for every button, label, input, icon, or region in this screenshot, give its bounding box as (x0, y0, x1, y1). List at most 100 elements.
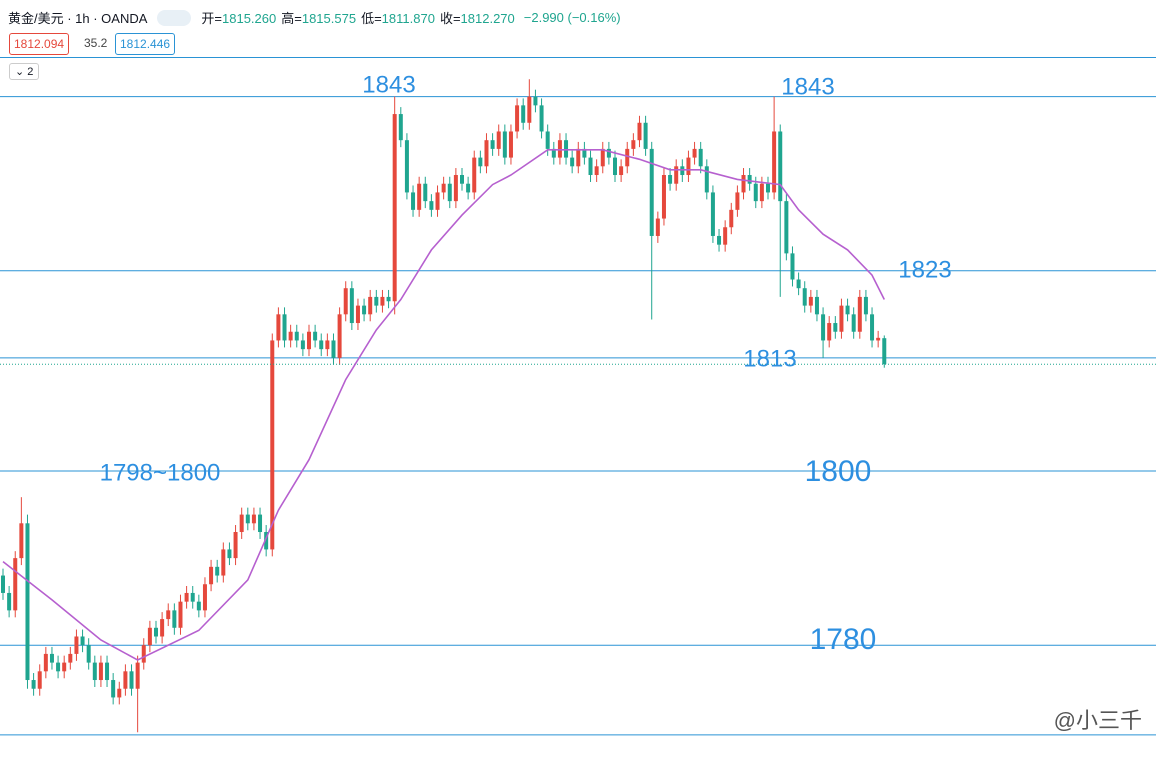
annotation: 1823 (898, 256, 951, 283)
candle-body (802, 288, 807, 306)
candle-body (325, 340, 330, 350)
candle-body (606, 148, 611, 158)
candle-body (508, 131, 513, 158)
candle-body (704, 166, 709, 193)
candle-body (790, 253, 795, 280)
candle-body (166, 610, 171, 620)
candle-body (368, 296, 373, 315)
candle-body (637, 122, 642, 141)
candle-body (98, 662, 103, 681)
candle-body (319, 340, 324, 350)
candle-body (202, 584, 207, 611)
candle-body (692, 148, 697, 158)
candle-body (472, 157, 477, 193)
candle-body (502, 131, 507, 158)
candle-body (631, 140, 636, 149)
candle-body (258, 514, 263, 533)
price-box: 1812.446 (115, 33, 176, 55)
candle-body (307, 331, 311, 350)
indicator-toggle[interactable]: ⌄ 2 (9, 63, 40, 80)
candle-body (435, 192, 440, 210)
candle-body (576, 148, 581, 167)
candle-body (19, 523, 24, 559)
candle-body (643, 122, 648, 149)
candle-body (533, 96, 538, 106)
candle-body (80, 636, 85, 646)
candle-body (845, 305, 850, 315)
candle-body (447, 183, 452, 202)
candle-body (184, 592, 189, 602)
candle-body (331, 340, 336, 358)
candle-body (876, 337, 881, 341)
ohlc-label: 开= (201, 11, 223, 26)
candle-body (25, 523, 30, 681)
candle-body (582, 148, 587, 158)
candle-body (539, 105, 544, 132)
candle-body (521, 105, 526, 123)
moving-average (2, 149, 886, 661)
candle-body (196, 601, 201, 611)
candle-body (490, 140, 495, 149)
candle-body (796, 279, 801, 289)
candle-body (209, 566, 214, 585)
watermark: @小三千 (1053, 708, 1142, 733)
candle-body (288, 331, 293, 341)
candle-body (723, 227, 728, 245)
candle-body (239, 514, 244, 533)
candle-body (251, 514, 256, 524)
ohlc-label: 低= (361, 11, 382, 26)
candle-body (735, 192, 740, 210)
candle-body (92, 662, 97, 681)
candle-body (56, 662, 61, 672)
candle-body (86, 645, 91, 663)
candle-body (478, 157, 483, 167)
candle-body (613, 157, 617, 176)
candle-body (49, 653, 54, 663)
candle-body (686, 157, 691, 176)
candle-body (619, 166, 624, 176)
annotation: 1843 (362, 71, 415, 98)
candle-body (588, 157, 593, 176)
candle-body (710, 192, 715, 236)
candle-body (37, 671, 42, 689)
candle-body (717, 235, 722, 245)
candle-body (135, 662, 140, 689)
candle-body (741, 175, 746, 193)
ohlc-value: 1812.270 (460, 11, 515, 26)
candle-body (300, 340, 305, 350)
candle-body (625, 148, 630, 167)
candle-body (772, 131, 777, 193)
annotation: 1780 (810, 623, 877, 656)
candle-body (417, 183, 422, 210)
candle-body (429, 201, 434, 210)
candle-body (882, 338, 887, 365)
candle-body (766, 183, 770, 193)
candle-body (814, 296, 819, 315)
candle-body (851, 314, 856, 332)
toggle[interactable] (157, 9, 192, 26)
candle-body (117, 688, 122, 698)
candle-body (270, 340, 275, 550)
candle-body (349, 288, 354, 324)
candle-body (282, 314, 287, 341)
candle-body (123, 671, 128, 689)
candle-body (374, 296, 379, 306)
candle-body (7, 592, 12, 611)
candle-body (698, 148, 703, 167)
candle-body (778, 131, 783, 202)
candle-body (564, 140, 569, 158)
candle-body (784, 201, 789, 254)
candle-body (276, 314, 281, 341)
candle-body (441, 183, 446, 193)
annotation: 1800 (805, 455, 872, 488)
candle-body (398, 114, 403, 141)
candle-body (264, 532, 269, 550)
candle-body (337, 314, 342, 358)
ohlc-value: 1811.870 (381, 11, 435, 26)
candle-body (147, 627, 152, 646)
candle-body (178, 601, 183, 628)
candle-body (527, 96, 532, 123)
candle-body (313, 331, 318, 341)
candle-body (1, 575, 5, 593)
